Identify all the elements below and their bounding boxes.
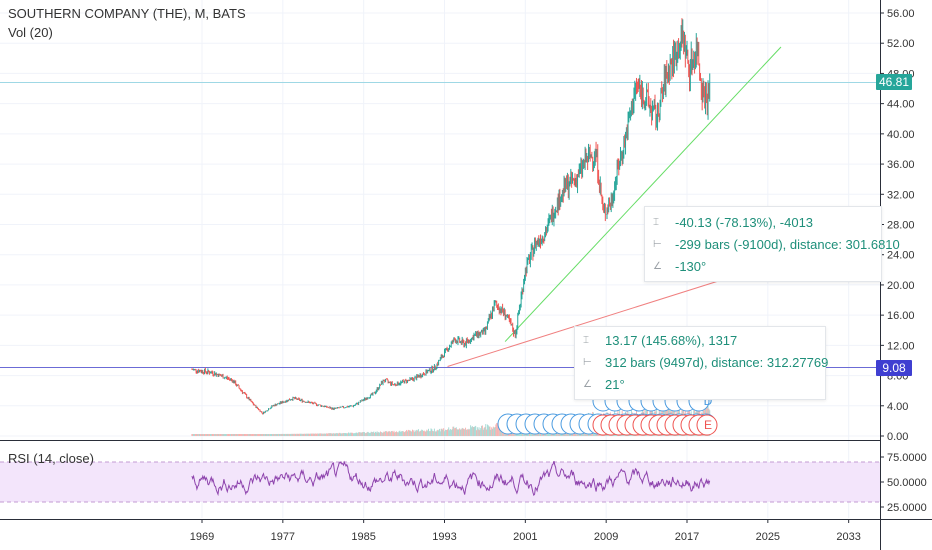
y-tick-label: 12.00 [887,340,915,352]
y-tick-label: 36.00 [887,159,915,171]
chart-title[interactable]: SOUTHERN COMPANY (THE), M, BATS [8,6,246,21]
price-candles [191,18,711,415]
y-tick-label: 16.00 [887,310,915,322]
y-tick-label: 56.00 [887,8,915,20]
trend-line-green[interactable] [504,46,782,342]
bar-range-icon: ⊢ [583,357,592,368]
measure-angle: -130° [675,259,707,274]
measure-price-change: -40.13 (-78.13%), -4013 [675,215,814,230]
rsi-tick-label: 50.0000 [887,477,927,489]
x-tick-label: 2001 [513,531,537,543]
x-tick-label: 1969 [190,531,214,543]
measure-angle: 21° [605,377,625,392]
y-tick-label: 44.00 [887,99,915,111]
x-tick-label: 2025 [756,531,780,543]
measure-price-change: 13.17 (145.68%), 1317 [605,333,738,348]
bar-range-icon: ⊢ [653,239,662,250]
x-tick-label: 1993 [432,531,456,543]
trend-line-red[interactable] [447,265,766,367]
measure-bars-distance: 312 bars (9497d), distance: 312.27769 [605,355,829,370]
y-tick-label: 4.00 [887,401,908,413]
price-range-icon: ⌶ [583,335,589,346]
y-tick-label: 24.00 [887,250,915,262]
volume-indicator-label[interactable]: Vol (20) [8,25,53,40]
y-tick-label: 40.00 [887,129,915,141]
current-price-label: 46.81 [876,74,912,90]
angle-icon: ∠ [653,261,662,272]
x-tick-label: 1985 [351,531,375,543]
x-tick-label: 2017 [675,531,699,543]
y-tick-label: 52.00 [887,38,915,50]
measure-box-lower[interactable]: ⌶ 13.17 (145.68%), 1317 ⊢ 312 bars (9497d)… [574,326,829,400]
level-price-label: 9.08 [876,360,912,376]
rsi-axis[interactable]: 75.0000 50.0000 25.0000 [880,452,927,514]
rsi-line [191,460,711,497]
measure-box-upper[interactable]: ⌶ -40.13 (-78.13%), -4013 ⊢ -299 bars (-91… [644,206,900,282]
rsi-tick-label: 75.0000 [887,452,927,464]
x-tick-label: 2009 [594,531,618,543]
rsi-band [0,462,880,502]
y-tick-label: 0.00 [887,431,908,443]
y-tick-label: 20.00 [887,280,915,292]
event-marker-label: E [704,418,712,432]
price-range-icon: ⌶ [653,217,659,228]
x-tick-label: 2033 [836,531,860,543]
rsi-indicator-label[interactable]: RSI (14, close) [8,451,94,466]
measure-bars-distance: -299 bars (-9100d), distance: 301.6810 [675,237,900,252]
time-axis[interactable]: 1969 1977 1985 1993 2001 2009 2017 2025 2033 [190,519,861,543]
y-tick-label: 28.00 [887,220,915,232]
angle-icon: ∠ [583,379,592,390]
rsi-tick-label: 25.0000 [887,502,927,514]
y-tick-label: 32.00 [887,189,915,201]
event-marker-label: D [704,394,713,408]
x-tick-label: 1977 [271,531,295,543]
event-marker [696,414,718,436]
